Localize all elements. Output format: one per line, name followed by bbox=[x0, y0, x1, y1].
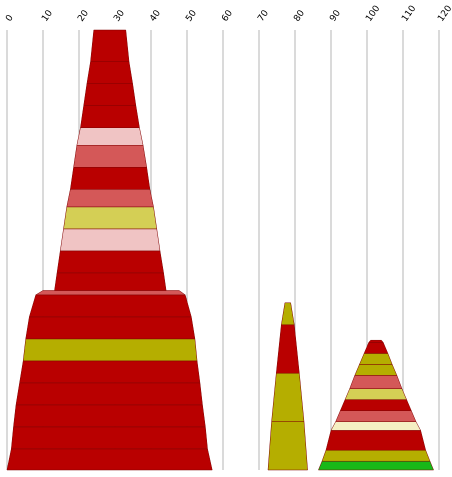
stack-1-segment-16 bbox=[73, 145, 147, 168]
stack-1-segment-9 bbox=[34, 290, 186, 296]
tick-label-110: 110 bbox=[400, 4, 418, 24]
stack-1-segment-21 bbox=[90, 29, 130, 62]
stack-1-segment-18 bbox=[80, 105, 140, 128]
stack-3-segment-5 bbox=[335, 410, 417, 422]
stack-3-segment-8 bbox=[349, 375, 403, 389]
stack-1-segment-14 bbox=[66, 189, 154, 208]
stack-2-segment-3 bbox=[276, 324, 300, 374]
tick-label-10: 10 bbox=[40, 8, 55, 23]
stack-2-segment-2 bbox=[271, 372, 305, 422]
stack-3-segment-6 bbox=[339, 399, 412, 411]
tick-label-20: 20 bbox=[76, 8, 91, 23]
stack-2-segment-4 bbox=[281, 302, 295, 326]
tick-label-40: 40 bbox=[148, 8, 163, 23]
stack-1-segment-10 bbox=[54, 272, 167, 291]
stack-1-segment-6 bbox=[22, 338, 198, 362]
x-axis-tick-labels: 0 10 20 30 40 50 60 70 80 90 100 110 120 bbox=[4, 4, 452, 24]
stack-3-segment-9 bbox=[354, 364, 398, 376]
stack-3 bbox=[318, 339, 434, 471]
stack-2 bbox=[267, 302, 308, 471]
stack-3-segment-3 bbox=[325, 430, 427, 451]
tick-label-60: 60 bbox=[220, 8, 235, 23]
stack-1-segment-12 bbox=[59, 228, 161, 252]
stack-3-segment-2 bbox=[321, 449, 431, 462]
stack-1-segment-3 bbox=[13, 404, 206, 428]
stack-1-segment-5 bbox=[19, 360, 201, 384]
stack-1 bbox=[6, 29, 213, 471]
stack-2-segment-1 bbox=[267, 421, 308, 471]
stack-3-segment-4 bbox=[330, 421, 422, 431]
stack-1-segment-13 bbox=[63, 206, 158, 230]
stack-1-segment-8 bbox=[28, 294, 192, 318]
stack-1-segment-17 bbox=[76, 127, 144, 146]
stack-1-segment-20 bbox=[86, 61, 133, 84]
tick-label-80: 80 bbox=[292, 8, 307, 23]
tick-label-120: 120 bbox=[436, 4, 452, 24]
stack-3-segment-10 bbox=[359, 353, 393, 365]
stack-1-segment-1 bbox=[6, 448, 213, 471]
stack-1-segment-11 bbox=[56, 250, 164, 274]
tick-label-0: 0 bbox=[4, 13, 16, 24]
stack-3-segment-12 bbox=[368, 339, 384, 343]
stack-1-segment-2 bbox=[11, 426, 208, 450]
tick-label-90: 90 bbox=[328, 8, 343, 23]
tick-label-100: 100 bbox=[364, 4, 382, 24]
stack-1-segment-19 bbox=[83, 83, 137, 106]
stack-1-segment-15 bbox=[70, 167, 151, 190]
stack-3-segment-1 bbox=[318, 460, 434, 471]
stack-3-segment-11 bbox=[363, 342, 389, 354]
tick-label-30: 30 bbox=[112, 8, 127, 23]
stacks bbox=[6, 29, 434, 471]
stack-3-segment-7 bbox=[344, 388, 407, 400]
tick-label-50: 50 bbox=[184, 8, 199, 23]
tick-label-70: 70 bbox=[256, 8, 271, 23]
stack-1-segment-4 bbox=[15, 382, 203, 406]
stack-1-segment-7 bbox=[25, 316, 196, 340]
